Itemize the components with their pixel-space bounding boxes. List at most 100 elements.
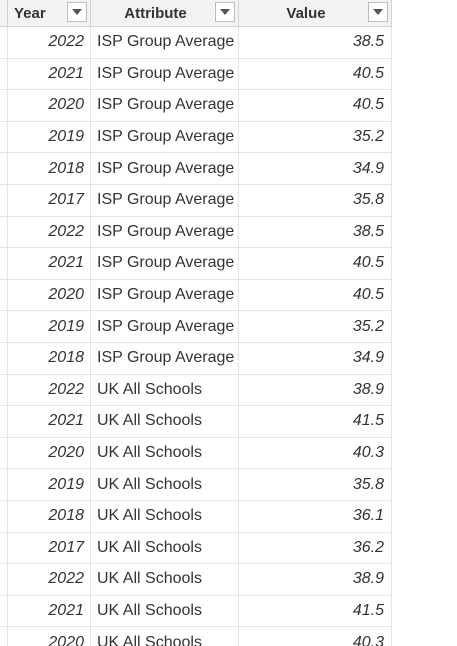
value-cell[interactable]: 40.3 xyxy=(239,437,392,469)
year-cell[interactable]: 2018 xyxy=(8,500,91,532)
table-row[interactable]: 2020 UK All Schools 40.3 xyxy=(0,437,392,470)
row-header-cell[interactable] xyxy=(0,279,8,311)
attribute-cell[interactable]: ISP Group Average xyxy=(91,342,239,374)
attribute-cell[interactable]: ISP Group Average xyxy=(91,311,239,342)
value-cell[interactable]: 38.9 xyxy=(239,564,392,595)
attribute-cell[interactable]: UK All Schools xyxy=(91,595,239,627)
column-header-year[interactable]: Year xyxy=(8,0,91,26)
table-row[interactable]: 2019 ISP Group Average 35.2 xyxy=(0,311,392,343)
value-cell[interactable]: 38.5 xyxy=(239,216,392,248)
table-row[interactable]: 2018 UK All Schools 36.1 xyxy=(0,500,392,533)
value-cell[interactable]: 36.2 xyxy=(239,532,392,564)
row-header-cell[interactable] xyxy=(0,153,8,184)
attribute-cell[interactable]: UK All Schools xyxy=(91,564,239,595)
row-header-cell[interactable] xyxy=(0,500,8,532)
table-row[interactable]: 2019 ISP Group Average 35.2 xyxy=(0,121,392,154)
row-header-cell[interactable] xyxy=(0,595,8,627)
attribute-cell[interactable]: ISP Group Average xyxy=(91,90,239,121)
table-row[interactable]: 2017 UK All Schools 36.2 xyxy=(0,532,392,565)
row-header-cell[interactable] xyxy=(0,627,8,646)
value-cell[interactable]: 35.8 xyxy=(239,469,392,500)
year-cell[interactable]: 2021 xyxy=(8,406,91,437)
row-header-cell[interactable] xyxy=(0,564,8,595)
attribute-cell[interactable]: ISP Group Average xyxy=(91,216,239,248)
value-cell[interactable]: 38.9 xyxy=(239,374,392,406)
value-cell[interactable]: 35.8 xyxy=(239,184,392,216)
year-cell[interactable]: 2020 xyxy=(8,437,91,469)
value-cell[interactable]: 34.9 xyxy=(239,153,392,184)
attribute-cell[interactable]: ISP Group Average xyxy=(91,184,239,216)
table-row[interactable]: 2022 UK All Schools 38.9 xyxy=(0,374,392,407)
year-cell[interactable]: 2020 xyxy=(8,627,91,646)
attribute-cell[interactable]: UK All Schools xyxy=(91,469,239,500)
value-filter-dropdown-button[interactable] xyxy=(368,2,388,22)
table-row[interactable]: 2020 ISP Group Average 40.5 xyxy=(0,279,392,312)
attribute-cell[interactable]: UK All Schools xyxy=(91,627,239,646)
column-header-attribute[interactable]: Attribute xyxy=(91,0,239,26)
table-row[interactable]: 2021 ISP Group Average 40.5 xyxy=(0,248,392,280)
row-header-cell[interactable] xyxy=(0,532,8,564)
year-cell[interactable]: 2020 xyxy=(8,279,91,311)
row-header-cell[interactable] xyxy=(0,248,8,279)
table-row[interactable]: 2018 ISP Group Average 34.9 xyxy=(0,342,392,375)
row-header-cell[interactable] xyxy=(0,469,8,500)
attribute-cell[interactable]: ISP Group Average xyxy=(91,121,239,153)
value-cell[interactable]: 36.1 xyxy=(239,500,392,532)
year-cell[interactable]: 2019 xyxy=(8,469,91,500)
row-header-cell[interactable] xyxy=(0,437,8,469)
attribute-filter-dropdown-button[interactable] xyxy=(215,2,235,22)
year-cell[interactable]: 2020 xyxy=(8,90,91,121)
attribute-cell[interactable]: ISP Group Average xyxy=(91,27,239,58)
value-cell[interactable]: 38.5 xyxy=(239,27,392,58)
attribute-cell[interactable]: UK All Schools xyxy=(91,500,239,532)
table-row[interactable]: 2020 UK All Schools 40.3 xyxy=(0,627,392,646)
value-cell[interactable]: 40.5 xyxy=(239,279,392,311)
value-cell[interactable]: 41.5 xyxy=(239,406,392,437)
value-cell[interactable]: 34.9 xyxy=(239,342,392,374)
value-cell[interactable]: 35.2 xyxy=(239,121,392,153)
value-cell[interactable]: 41.5 xyxy=(239,595,392,627)
table-row[interactable]: 2022 ISP Group Average 38.5 xyxy=(0,216,392,249)
year-cell[interactable]: 2017 xyxy=(8,184,91,216)
year-cell[interactable]: 2018 xyxy=(8,342,91,374)
year-cell[interactable]: 2021 xyxy=(8,595,91,627)
table-row[interactable]: 2019 UK All Schools 35.8 xyxy=(0,469,392,501)
table-row[interactable]: 2017 ISP Group Average 35.8 xyxy=(0,184,392,217)
row-header-cell[interactable] xyxy=(0,374,8,406)
row-header-cell[interactable] xyxy=(0,406,8,437)
year-cell[interactable]: 2022 xyxy=(8,374,91,406)
row-header-cell[interactable] xyxy=(0,184,8,216)
year-cell[interactable]: 2017 xyxy=(8,532,91,564)
value-cell[interactable]: 40.5 xyxy=(239,58,392,90)
table-row[interactable]: 2022 ISP Group Average 38.5 xyxy=(0,27,392,59)
attribute-cell[interactable]: ISP Group Average xyxy=(91,248,239,279)
table-row[interactable]: 2021 UK All Schools 41.5 xyxy=(0,406,392,438)
row-header-cell[interactable] xyxy=(0,342,8,374)
attribute-cell[interactable]: UK All Schools xyxy=(91,374,239,406)
value-cell[interactable]: 40.5 xyxy=(239,90,392,121)
value-cell[interactable]: 35.2 xyxy=(239,311,392,342)
attribute-cell[interactable]: ISP Group Average xyxy=(91,279,239,311)
attribute-cell[interactable]: ISP Group Average xyxy=(91,58,239,90)
attribute-cell[interactable]: UK All Schools xyxy=(91,532,239,564)
year-cell[interactable]: 2022 xyxy=(8,216,91,248)
value-cell[interactable]: 40.3 xyxy=(239,627,392,646)
attribute-cell[interactable]: UK All Schools xyxy=(91,437,239,469)
attribute-cell[interactable]: ISP Group Average xyxy=(91,153,239,184)
table-row[interactable]: 2022 UK All Schools 38.9 xyxy=(0,564,392,596)
table-row[interactable]: 2020 ISP Group Average 40.5 xyxy=(0,90,392,122)
row-header-cell[interactable] xyxy=(0,27,8,58)
year-cell[interactable]: 2019 xyxy=(8,311,91,342)
year-cell[interactable]: 2021 xyxy=(8,248,91,279)
row-header-cell[interactable] xyxy=(0,58,8,90)
attribute-cell[interactable]: UK All Schools xyxy=(91,406,239,437)
value-cell[interactable]: 40.5 xyxy=(239,248,392,279)
year-filter-dropdown-button[interactable] xyxy=(67,2,87,22)
row-header-cell[interactable] xyxy=(0,121,8,153)
table-row[interactable]: 2021 UK All Schools 41.5 xyxy=(0,595,392,628)
year-cell[interactable]: 2018 xyxy=(8,153,91,184)
year-cell[interactable]: 2022 xyxy=(8,27,91,58)
year-cell[interactable]: 2022 xyxy=(8,564,91,595)
year-cell[interactable]: 2021 xyxy=(8,58,91,90)
row-header-cell[interactable] xyxy=(0,90,8,121)
